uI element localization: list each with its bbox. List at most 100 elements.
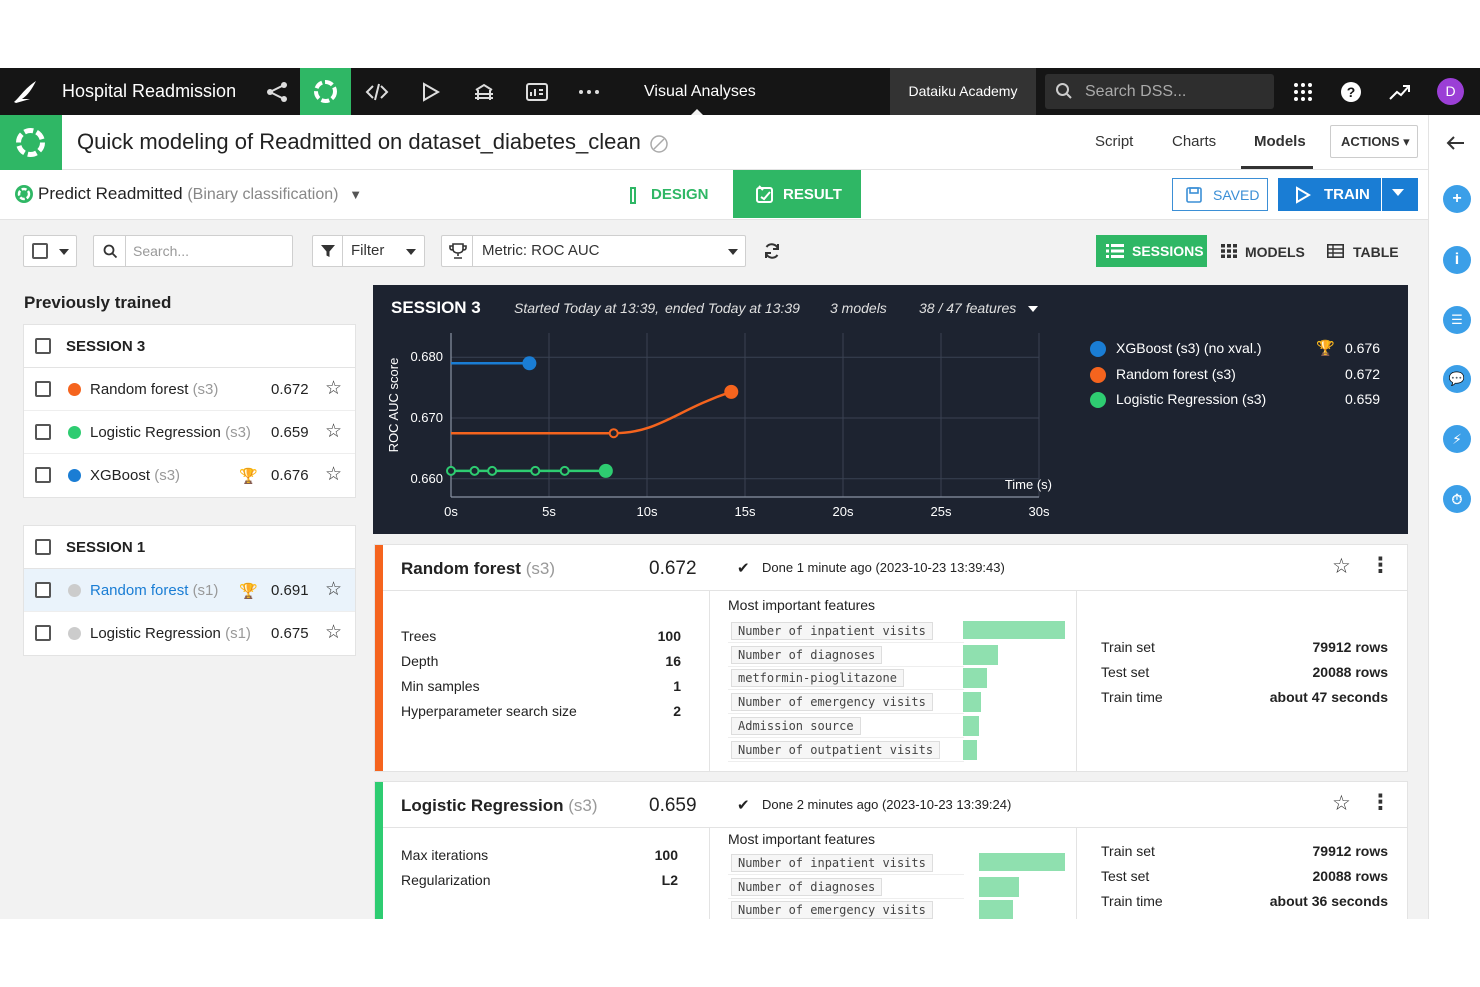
back-arrow-icon[interactable] (1445, 135, 1465, 151)
dataiku-bird-logo-icon[interactable] (10, 77, 40, 107)
refresh-icon[interactable] (763, 242, 781, 260)
select-all-dropdown[interactable] (23, 235, 77, 267)
star-icon[interactable]: ☆ (325, 378, 343, 399)
run-play-icon[interactable] (418, 80, 442, 104)
stat-label: Train time (1101, 689, 1163, 705)
kebab-menu-icon[interactable]: ⋮ (1370, 791, 1391, 814)
model-row[interactable]: Logistic Regression (s3) 0.659 ☆ (24, 411, 355, 454)
filter-dropdown[interactable]: Filter (312, 235, 425, 267)
x-tick-label: 10s (637, 504, 658, 519)
design-tab[interactable]: DESIGN (651, 186, 709, 203)
add-plus-icon[interactable]: + (1443, 185, 1471, 213)
trend-activity-icon[interactable] (1388, 80, 1412, 104)
deploy-stack-icon[interactable] (472, 80, 496, 104)
model-card-title[interactable]: Random forest (s3) (401, 559, 555, 578)
feature-importance-bar (963, 715, 979, 736)
model-name[interactable]: Random forest (s1) (90, 582, 219, 599)
kebab-menu-icon[interactable]: ⋮ (1370, 554, 1391, 577)
prediction-task-selector[interactable]: Predict Readmitted (Binary classificatio… (38, 184, 362, 204)
model-done-status: Done 1 minute ago (2023-10-23 13:39:43) (762, 560, 1005, 575)
session-checkbox[interactable] (35, 338, 51, 354)
result-tab[interactable]: RESULT (733, 170, 861, 218)
model-name[interactable]: Random forest (s3) (90, 381, 219, 398)
model-name[interactable]: Logistic Regression (s1) (90, 625, 251, 642)
star-icon[interactable]: ☆ (1332, 792, 1351, 815)
features-chevron-down-icon[interactable] (1028, 306, 1038, 312)
saved-button[interactable]: SAVED (1172, 178, 1268, 211)
x-tick-label: 0s (444, 504, 458, 519)
discussions-chat-icon[interactable]: 💬 (1443, 365, 1471, 393)
legend-score: 0.659 (1345, 391, 1381, 407)
star-icon[interactable]: ☆ (1332, 555, 1351, 578)
param-label: Min samples (401, 678, 480, 694)
filter-label: Filter (351, 242, 385, 259)
user-avatar[interactable]: D (1437, 78, 1464, 105)
stat-label: Test set (1101, 664, 1150, 680)
table-icon[interactable] (1327, 244, 1344, 258)
model-card-title[interactable]: Logistic Regression (s3) (401, 796, 598, 815)
top-navbar: Hospital Readmission Visual Analyses D (0, 68, 1480, 115)
model-row[interactable]: Logistic Regression (s1) 0.675 ☆ (24, 612, 355, 655)
lightning-actions-icon[interactable]: ⚡ (1443, 425, 1471, 453)
select-all-checkbox[interactable] (32, 243, 48, 259)
models-grid-icon[interactable] (1221, 244, 1237, 258)
help-icon[interactable]: ? (1339, 80, 1363, 104)
tab-models-underline (1241, 166, 1313, 169)
project-name[interactable]: Hospital Readmission (62, 81, 237, 101)
list-details-icon[interactable]: ☰ (1443, 306, 1471, 334)
model-checkbox[interactable] (35, 424, 51, 440)
more-dots-icon[interactable] (577, 80, 601, 104)
session-1-card: SESSION 1 Random forest (s1) 🏆 0.691 ☆ L… (23, 525, 356, 656)
model-name[interactable]: Logistic Regression (s3) (90, 424, 251, 441)
history-clock-icon[interactable]: ⏱ (1443, 485, 1471, 513)
star-icon[interactable]: ☆ (325, 421, 343, 442)
stat-label: Train set (1101, 843, 1155, 859)
tag-disabled-icon[interactable] (649, 134, 669, 154)
model-row-selected[interactable]: Random forest (s1) 🏆 0.691 ☆ (24, 569, 355, 612)
global-search-input[interactable]: Search DSS... (1045, 74, 1274, 109)
feature-name: Number of diagnoses (731, 877, 883, 896)
legend-score: 0.672 (1345, 366, 1381, 382)
table-view-button[interactable]: TABLE (1353, 244, 1399, 260)
model-checkbox[interactable] (35, 625, 51, 641)
series-point (446, 465, 456, 476)
models-view-button[interactable]: MODELS (1245, 244, 1305, 260)
tab-script[interactable]: Script (1095, 133, 1134, 150)
previously-trained-heading: Previously trained (24, 293, 172, 312)
x-tick-label: 5s (542, 504, 556, 519)
model-checkbox[interactable] (35, 467, 51, 483)
model-color-dot (68, 584, 81, 597)
param-value: 2 (673, 703, 681, 719)
tab-models[interactable]: Models (1254, 133, 1306, 150)
save-disk-icon (1186, 187, 1202, 203)
apps-grid-icon[interactable] (1291, 80, 1315, 104)
lab-tab-active[interactable] (300, 68, 351, 115)
star-icon[interactable]: ☆ (325, 622, 343, 643)
train-options-chevron-icon[interactable] (1392, 189, 1404, 196)
tab-charts[interactable]: Charts (1172, 133, 1217, 150)
feature-name: Number of emergency visits (731, 901, 933, 919)
param-value: 100 (657, 628, 681, 644)
code-icon[interactable] (365, 80, 389, 104)
model-color-dot (68, 469, 81, 482)
info-icon[interactable]: i (1443, 246, 1471, 274)
series-point (608, 428, 619, 439)
academy-link[interactable]: Dataiku Academy (890, 68, 1036, 115)
model-result-card[interactable]: Random forest (s3) 0.672 ✔ Done 1 minute… (374, 544, 1408, 772)
model-checkbox[interactable] (35, 381, 51, 397)
feature-name: Number of inpatient visits (731, 622, 933, 640)
model-name[interactable]: XGBoost (s3) (90, 467, 181, 484)
flow-share-icon[interactable] (265, 80, 289, 104)
model-row[interactable]: XGBoost (s3) 🏆 0.676 ☆ (24, 454, 355, 497)
model-result-card[interactable]: Logistic Regression (s3) 0.659 ✔ Done 2 … (374, 781, 1408, 919)
session-checkbox[interactable] (35, 539, 51, 555)
model-search-input[interactable]: Search... (93, 235, 293, 267)
actions-dropdown-button[interactable]: ACTIONS ▾ (1330, 125, 1418, 158)
star-icon[interactable]: ☆ (325, 464, 343, 485)
model-checkbox[interactable] (35, 582, 51, 598)
model-row[interactable]: Random forest (s3) 0.672 ☆ (24, 368, 355, 411)
star-icon[interactable]: ☆ (325, 579, 343, 600)
metric-dropdown[interactable]: Metric: ROC AUC (441, 235, 746, 267)
sessions-view-button[interactable]: SESSIONS (1096, 235, 1207, 267)
dashboard-icon[interactable] (525, 80, 549, 104)
